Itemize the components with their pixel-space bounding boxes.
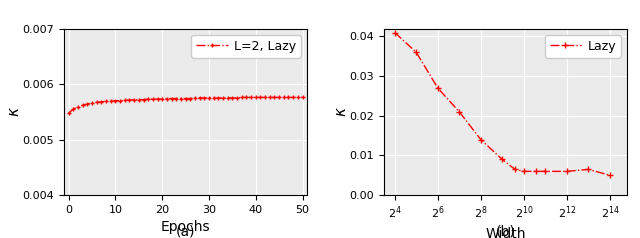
Text: (a): (a) (176, 225, 195, 238)
X-axis label: Width: Width (485, 227, 526, 238)
Legend: L=2, Lazy: L=2, Lazy (191, 35, 301, 58)
Y-axis label: κ: κ (6, 107, 21, 116)
Text: (b): (b) (496, 225, 515, 238)
Legend: Lazy: Lazy (545, 35, 621, 58)
X-axis label: Epochs: Epochs (161, 220, 211, 234)
Y-axis label: κ: κ (333, 107, 348, 116)
